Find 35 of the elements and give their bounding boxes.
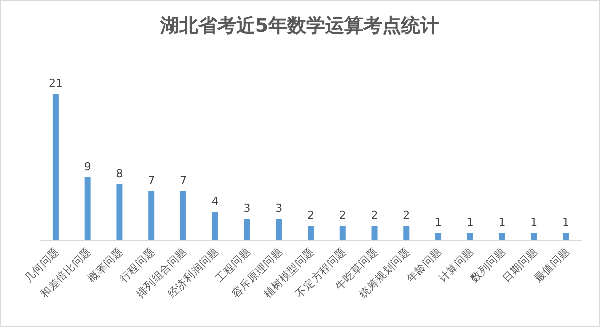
chart-title: 湖北省考近5年数学运算考点统计 [159,15,440,37]
data-label: 2 [339,209,346,222]
bar [180,191,186,240]
bar [52,94,59,240]
bar [116,184,123,240]
data-label: 1 [530,216,538,230]
data-label: 1 [498,216,506,230]
data-label: 1 [562,216,570,230]
bar [84,177,91,240]
bar [244,219,250,240]
data-label: 2 [371,209,378,222]
data-label: 21 [48,77,63,90]
data-label: 1 [466,216,474,230]
data-label: 1 [435,216,442,230]
bar [467,233,474,240]
bar [372,226,378,240]
bar [563,233,570,240]
data-label: 3 [244,202,251,216]
bar [499,233,506,240]
data-label: 3 [276,202,283,216]
data-label: 8 [116,167,124,180]
data-label: 2 [308,209,314,222]
data-label: 7 [180,174,187,188]
bar [148,191,155,240]
bar [436,233,442,240]
bar [276,219,282,240]
bar [340,226,346,240]
data-label: 2 [403,209,410,222]
bar [212,212,218,240]
bar [404,226,410,240]
data-label: 7 [148,174,156,188]
bar [308,226,314,240]
data-label: 4 [212,195,219,208]
data-label: 9 [84,160,92,174]
bar [531,233,538,240]
